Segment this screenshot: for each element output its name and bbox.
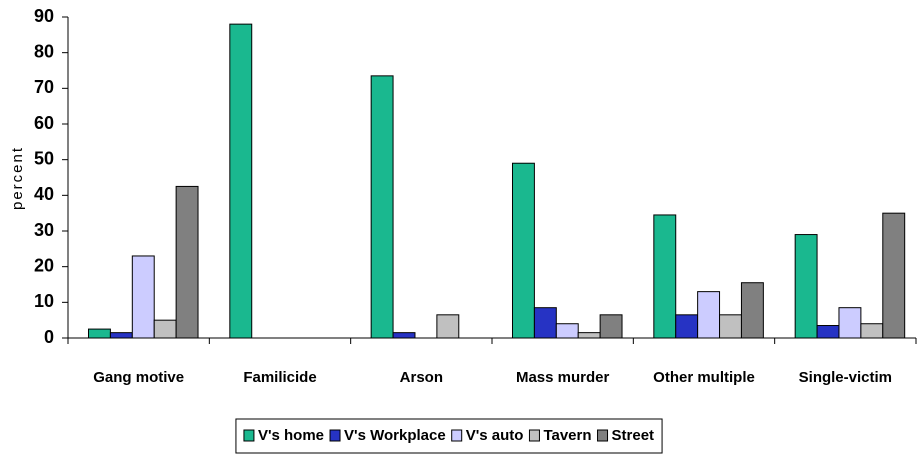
- x-tick-label: Mass murder: [516, 369, 610, 386]
- legend-swatch: [243, 429, 255, 442]
- y-tick-label: 40: [34, 184, 54, 204]
- y-tick-label: 30: [34, 220, 54, 240]
- bar: [860, 323, 884, 339]
- legend-box: [235, 418, 663, 454]
- bar: [882, 212, 906, 339]
- bar: [675, 314, 699, 339]
- x-tick-label: Familicide: [243, 369, 316, 386]
- y-tick-label: 70: [34, 77, 54, 97]
- bar: [577, 332, 601, 339]
- y-axis-label: percent: [9, 146, 26, 210]
- bar: [794, 234, 818, 339]
- bar: [109, 332, 133, 339]
- bar: [87, 328, 111, 339]
- bar: [392, 332, 416, 339]
- y-tick-label: 90: [34, 6, 54, 26]
- y-tick-label: 20: [34, 255, 54, 275]
- bar: [697, 291, 721, 339]
- legend-swatch: [451, 429, 463, 442]
- legend-swatch: [528, 429, 540, 442]
- y-tick-label: 10: [34, 291, 54, 311]
- legend-label: Street: [612, 427, 655, 444]
- legend-label: V's Workplace: [344, 427, 446, 444]
- bar: [740, 282, 764, 339]
- bar: [370, 75, 394, 339]
- bar: [153, 319, 177, 339]
- y-tick-label: 80: [34, 41, 54, 61]
- bar: [229, 23, 253, 339]
- legend-label: V's home: [258, 427, 324, 444]
- x-tick-label: Single-victim: [799, 369, 892, 386]
- bar: [599, 314, 623, 339]
- bar: [511, 162, 535, 339]
- bar: [719, 314, 742, 339]
- x-tick-label: Arson: [400, 369, 443, 386]
- legend-label: V's auto: [466, 427, 524, 444]
- x-tick-label: Other multiple: [653, 369, 755, 386]
- bar: [175, 185, 199, 339]
- bar: [555, 323, 579, 339]
- bar: [533, 307, 557, 339]
- y-tick-label: 50: [34, 148, 54, 168]
- y-tick-label: 0: [44, 327, 54, 347]
- y-tick-label: 60: [34, 113, 54, 133]
- bar: [131, 255, 155, 339]
- legend-swatch: [329, 429, 341, 442]
- x-tick-label: Gang motive: [93, 369, 184, 386]
- bar: [653, 214, 677, 339]
- bar: [436, 314, 460, 339]
- bar: [816, 325, 840, 339]
- legend-swatch: [597, 429, 609, 442]
- legend-label: Tavern: [543, 427, 591, 444]
- bar: [838, 307, 862, 339]
